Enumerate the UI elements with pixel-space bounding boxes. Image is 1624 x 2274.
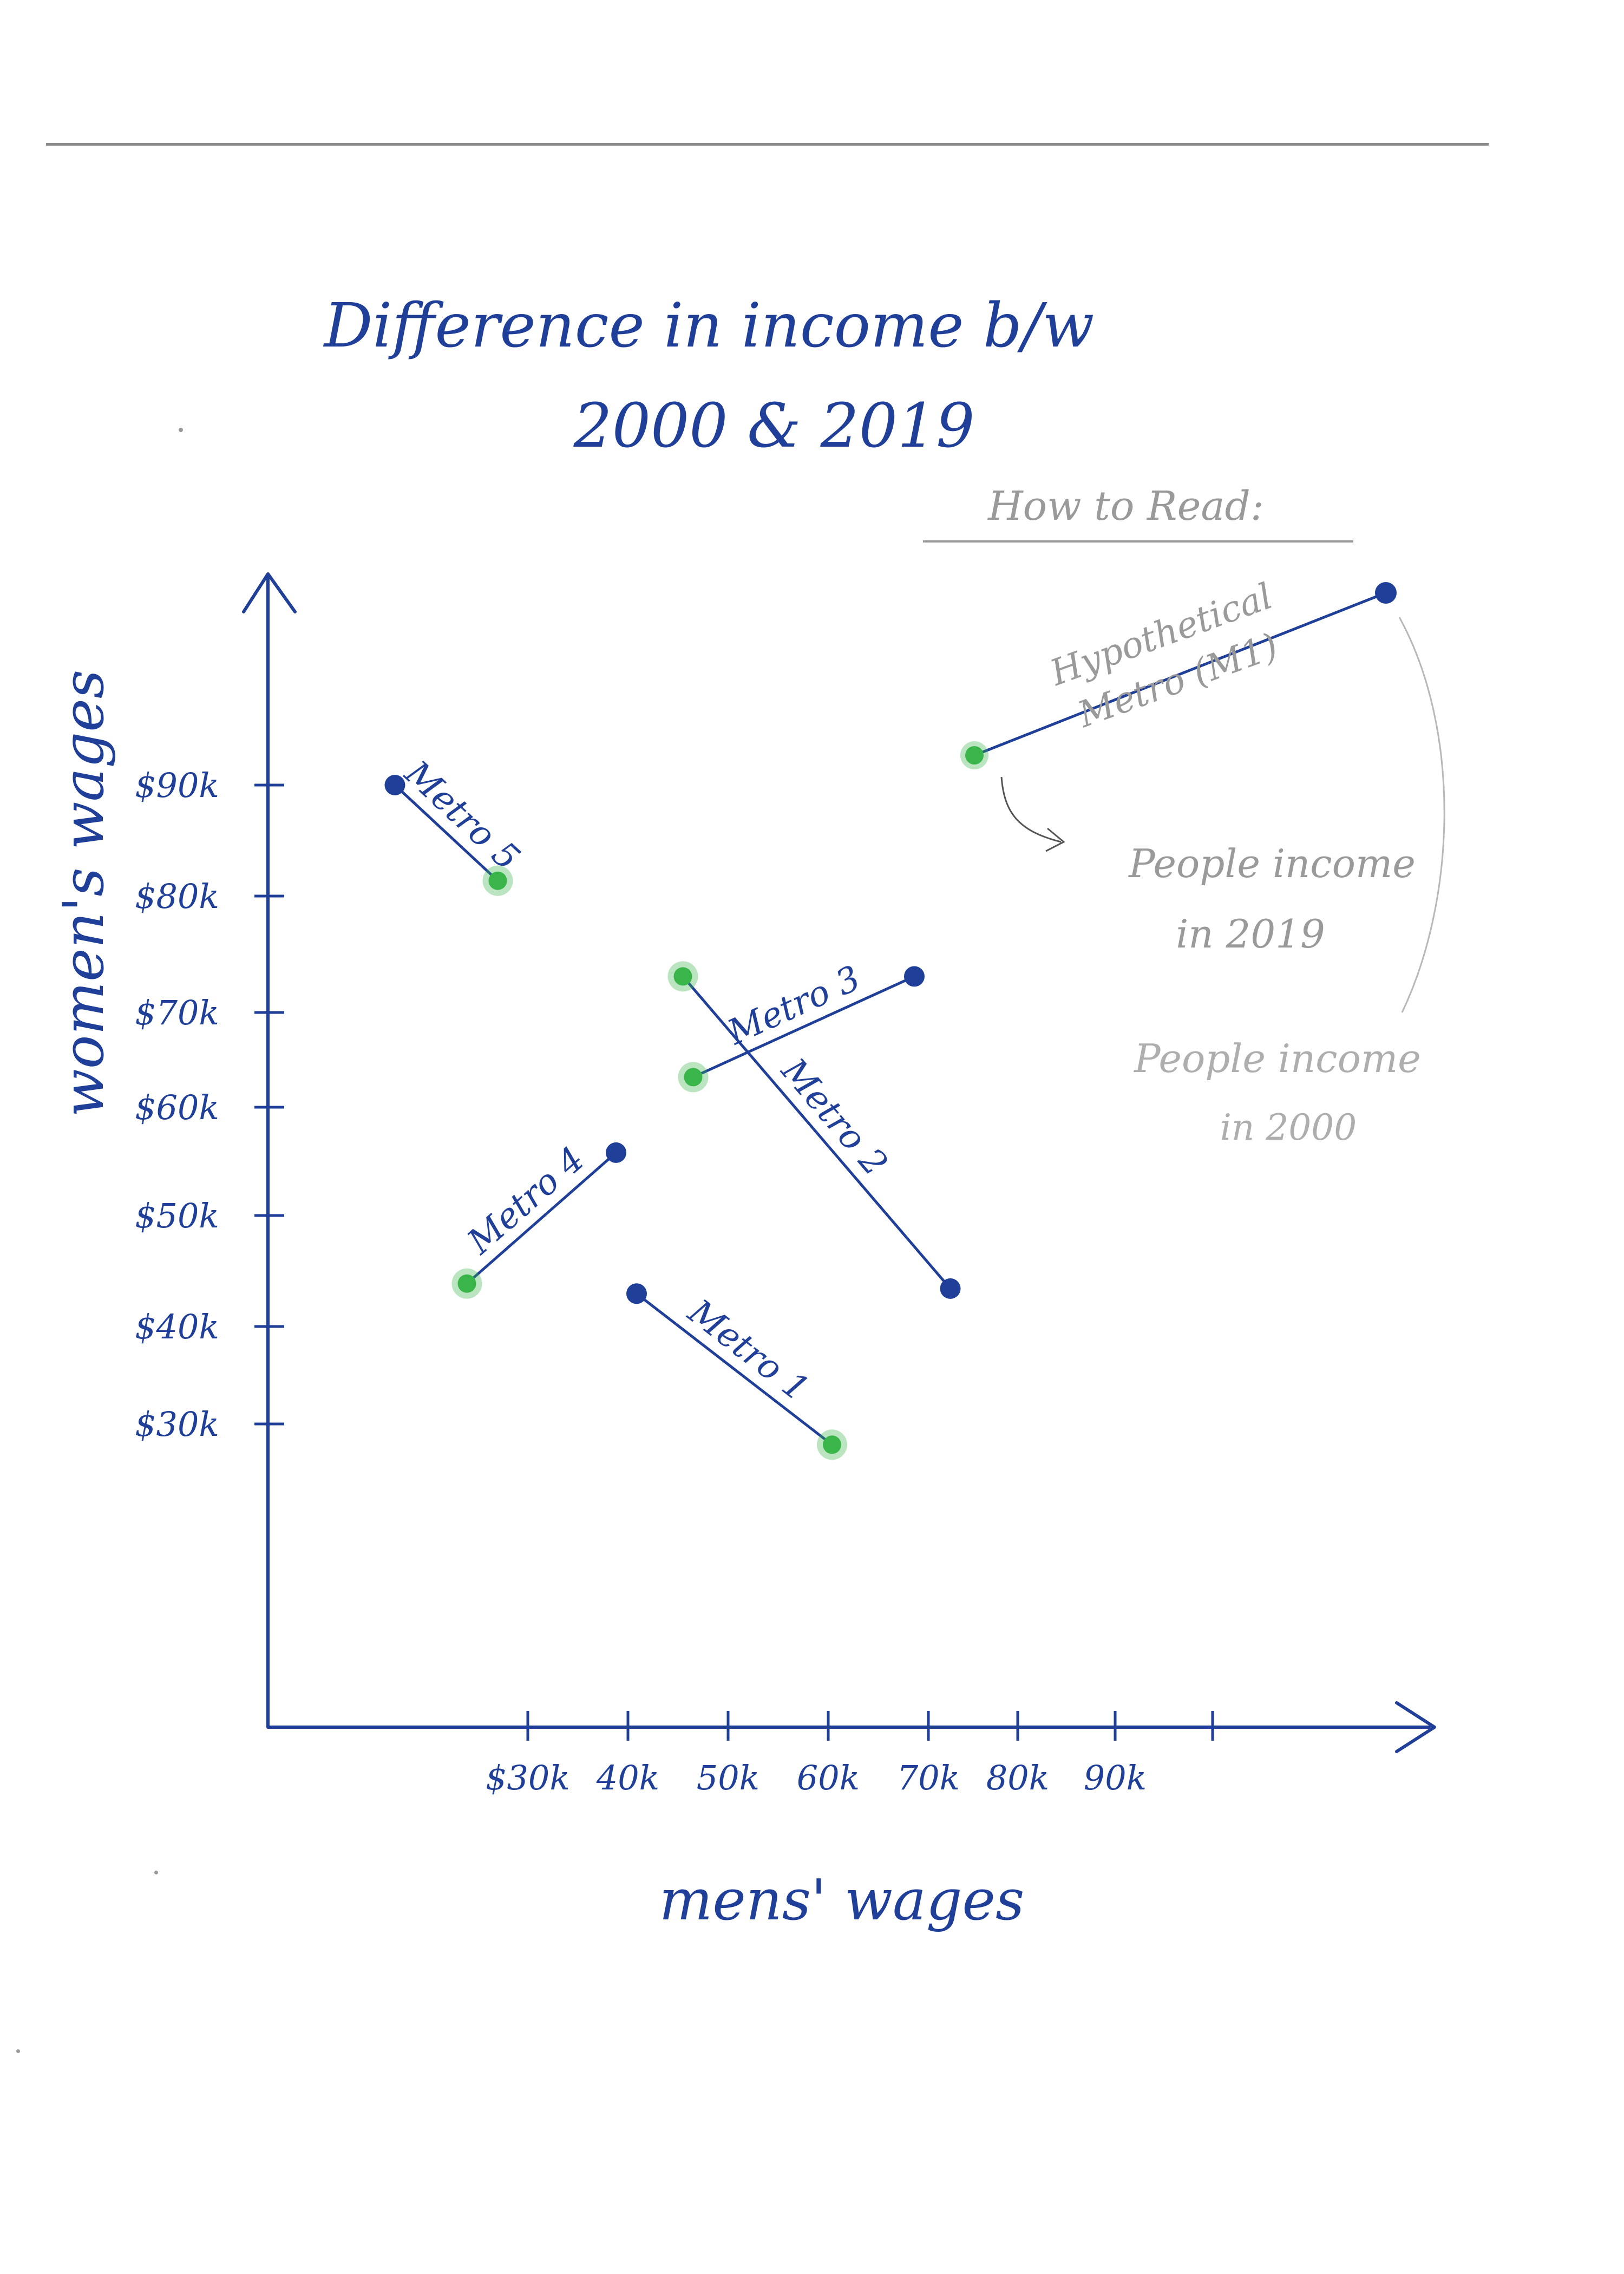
legend-2000-note-1: People income [1133,1036,1421,1081]
legend-heading: How to Read: [987,483,1264,530]
legend-2019-pointer [1000,776,1062,843]
x-tick-label: 70k [897,1758,960,1798]
metro-2000-point [940,1278,961,1299]
metro-label: Metro 5 [397,753,527,878]
metro-label: Metro 2 [773,1050,895,1184]
legend-pointer-arrow-icon [1045,827,1065,852]
metro-series: Metro 4 [451,1139,626,1299]
metro-2000-point [904,966,925,987]
metro-series: Metro 1 [626,1283,847,1460]
metro-2000-point [626,1283,647,1304]
x-tick-label: 80k [986,1758,1049,1798]
metro-series: Metro 5 [384,753,527,896]
legend-2019-point [965,746,984,764]
y-tick-label: $30k [135,1404,219,1444]
chart-title-line2: 2000 & 2019 [573,391,975,461]
x-tick-label: 40k [596,1758,659,1798]
x-axis-title: mens' wages [659,1867,1025,1933]
metro-2019-point [823,1435,841,1454]
metro-label: Metro 3 [722,958,867,1053]
y-tick-label: $70k [135,993,219,1033]
paper-speck [16,2049,20,2053]
y-tick-label: $40k [135,1307,219,1347]
legend-2000-point [1375,582,1397,604]
metro-change-line [692,975,916,1079]
legend-2000-pointer [1398,617,1445,1013]
y-axis-ticks: $90k $80k $70k $60k $50k $40k $30k [135,766,284,1444]
y-tick-label: $50k [135,1196,219,1236]
metro-2019-point [457,1274,476,1293]
metro-2019-point [488,871,507,890]
metro-change-line [682,975,952,1290]
metro-change-line [635,1292,834,1446]
metro-change-line [466,1151,618,1285]
chart-title-line1: Difference in income b/w [323,291,1095,361]
legend-2019-note-1: People income [1128,841,1416,886]
x-tick-label: 50k [697,1758,759,1798]
legend-2000-note-2: in 2000 [1220,1107,1357,1148]
x-tick-label: 90k [1084,1758,1147,1798]
x-axis-arrow-icon [1395,1701,1436,1753]
metro-2019-point [684,1068,703,1087]
metro-label: Metro 1 [680,1292,816,1410]
metro-2000-point [606,1142,626,1163]
how-to-read-legend: How to Read: Hypothetical Metro (M1) Peo… [923,483,1445,1148]
paper-speck [154,1871,158,1874]
metro-change-line [394,783,499,883]
y-tick-label: $90k [135,766,219,805]
metro-2019-point [673,967,692,986]
x-tick-label: $30k [486,1758,570,1798]
x-tick-label: 60k [797,1758,860,1798]
legend-example-line [973,591,1387,757]
y-tick-label: $60k [135,1088,219,1127]
y-axis-arrow-icon [242,572,297,613]
y-tick-label: $80k [135,877,219,916]
paper-speck [179,428,183,432]
metro-label: Metro 4 [460,1139,592,1262]
metro-2000-point [384,775,405,795]
legend-2019-note-2: in 2019 [1176,911,1325,957]
x-axis-ticks: $30k 40k 50k 60k 70k 80k 90k [486,1711,1214,1798]
top-rule-line [46,143,1489,146]
y-axis-title: women's wages [50,670,116,1117]
